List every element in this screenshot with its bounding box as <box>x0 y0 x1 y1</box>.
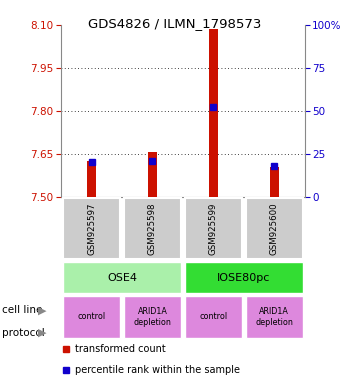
Text: OSE4: OSE4 <box>107 273 137 283</box>
Text: ▶: ▶ <box>38 328 47 338</box>
Text: IOSE80pc: IOSE80pc <box>217 273 271 283</box>
Text: cell line: cell line <box>2 305 42 315</box>
Text: ▶: ▶ <box>38 305 47 315</box>
Bar <box>185 198 242 259</box>
Text: protocol: protocol <box>2 328 44 338</box>
Bar <box>270 167 279 197</box>
Bar <box>245 198 303 259</box>
Text: GSM925598: GSM925598 <box>148 202 157 255</box>
Bar <box>209 29 218 197</box>
Text: percentile rank within the sample: percentile rank within the sample <box>75 364 240 375</box>
Bar <box>87 161 96 197</box>
Bar <box>185 296 242 338</box>
Text: GSM925600: GSM925600 <box>270 202 279 255</box>
Text: ARID1A
depletion: ARID1A depletion <box>134 307 172 327</box>
Bar <box>124 296 181 338</box>
Bar <box>185 262 303 293</box>
Text: GSM925599: GSM925599 <box>209 202 218 255</box>
Bar <box>63 296 120 338</box>
Text: GDS4826 / ILMN_1798573: GDS4826 / ILMN_1798573 <box>88 17 262 30</box>
Bar <box>63 262 181 293</box>
Text: control: control <box>78 313 106 321</box>
Text: control: control <box>199 313 228 321</box>
Bar <box>148 152 157 197</box>
Bar <box>245 296 303 338</box>
Bar <box>63 198 120 259</box>
Bar <box>124 198 181 259</box>
Text: transformed count: transformed count <box>75 344 166 354</box>
Text: GSM925597: GSM925597 <box>87 202 96 255</box>
Text: ARID1A
depletion: ARID1A depletion <box>255 307 293 327</box>
